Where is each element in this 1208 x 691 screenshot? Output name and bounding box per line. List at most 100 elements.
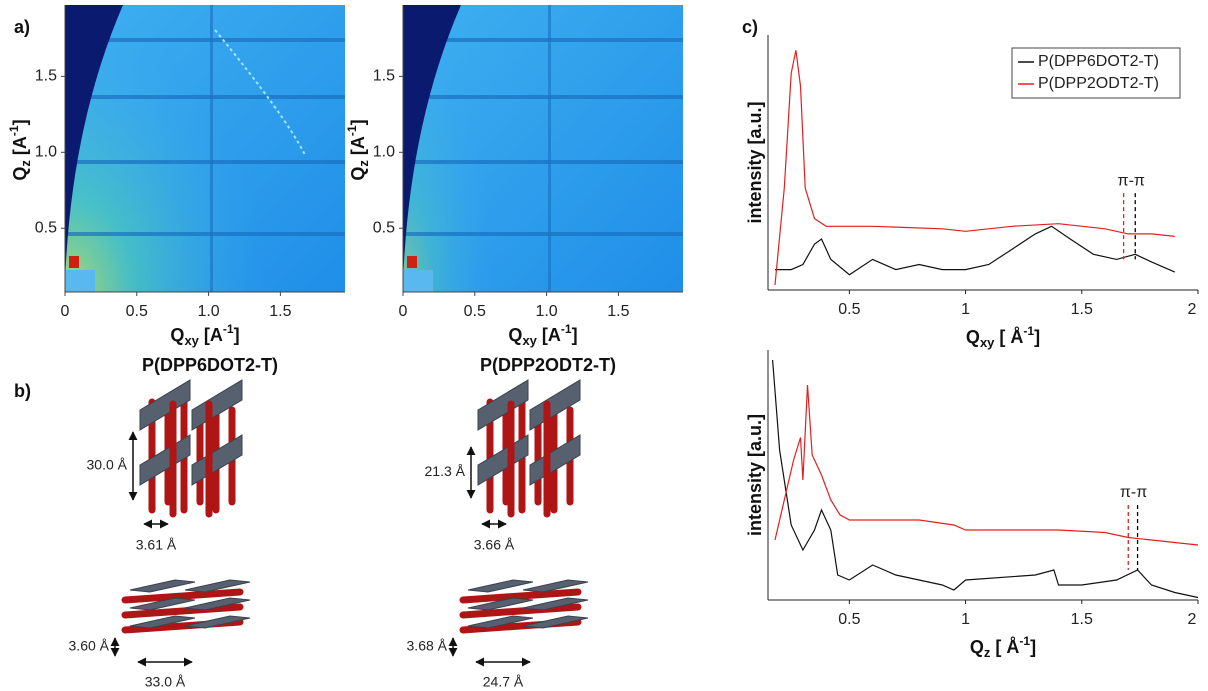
x-tick-label: 1.5	[1071, 611, 1093, 628]
detector-gap	[65, 95, 345, 99]
y-tick-label: 0.5	[35, 219, 57, 236]
x-tick-label: 1	[961, 301, 970, 318]
axis-label-part: z	[984, 645, 991, 660]
axis-label: Qz [ Å-1]	[970, 634, 1036, 660]
backbone-slab	[522, 615, 589, 629]
structure-title: P(DPP6DOT2-T)	[142, 355, 278, 375]
detector-gap	[548, 5, 551, 292]
side-chain	[459, 588, 582, 604]
detector-gap	[65, 232, 345, 236]
backbone-slab	[129, 615, 196, 629]
annotation: π-π	[1120, 484, 1147, 501]
axis-label-part: Q	[348, 167, 368, 181]
x-tick-label: 1.5	[1071, 301, 1093, 318]
axis-label: Qz [A-1]	[7, 119, 33, 180]
axis-label-part: z	[18, 160, 33, 167]
hot-spot	[407, 256, 417, 268]
lamellar-spacing: 21.3 Å	[425, 463, 466, 479]
axis-label-part: [ Å	[994, 327, 1023, 347]
backbone-slab	[467, 579, 534, 593]
detector-gap	[65, 38, 345, 42]
axis-label-part: Q	[970, 637, 984, 657]
y-tick-label: 1.0	[35, 144, 57, 161]
axis-label-part: [A	[10, 136, 30, 160]
x-tick-label: 1.5	[607, 303, 629, 320]
axis-label-part: [A	[537, 325, 561, 345]
detector-gap	[403, 160, 683, 164]
backbone-width: 24.7 Å	[483, 674, 524, 690]
lamellar-spacing: 30.0 Å	[87, 457, 128, 473]
backbone-slab	[129, 579, 196, 593]
axis-label-part: -1	[1019, 634, 1030, 648]
backbone-slab	[191, 434, 243, 486]
detector-gap	[403, 95, 683, 99]
axis-label-part: ]	[234, 325, 240, 345]
detector-gap	[403, 38, 683, 42]
backbone-slab	[522, 597, 589, 611]
backbone-slab	[529, 379, 581, 431]
x-tick-label: 0.5	[838, 611, 860, 628]
backbone-slab	[184, 597, 251, 611]
y-tick-label: 1.5	[373, 68, 395, 85]
axis-label: Qxy [A-1]	[170, 322, 239, 348]
x-tick-label: 0.5	[126, 303, 148, 320]
backbone-slab	[522, 579, 589, 593]
backbone-width: 33.0 Å	[145, 674, 186, 690]
hot-spot	[69, 256, 79, 268]
axis-label-part: Q	[508, 325, 522, 345]
x-tick-label: 1.0	[535, 303, 557, 320]
axis-label-part: xy	[980, 335, 995, 350]
panel-label: c)	[742, 17, 758, 37]
panel-label: b)	[14, 381, 31, 401]
panel-label: a)	[14, 17, 30, 37]
y-axis-label: intensity [a.u.]	[745, 414, 765, 536]
axis-label-part: xy	[184, 333, 199, 348]
stacking-spacing: 3.68 Å	[407, 638, 448, 654]
axis-label-part: [A	[348, 136, 368, 160]
side-chain	[121, 588, 244, 604]
y-tick-label: 1.5	[35, 68, 57, 85]
detector-gap	[65, 160, 345, 164]
x-tick-label: 0.5	[464, 303, 486, 320]
data-line	[772, 359, 1199, 599]
detector-gap	[210, 5, 213, 292]
beamstop	[65, 270, 95, 292]
beamstop	[403, 270, 433, 292]
axis-label-part: ]	[572, 325, 578, 345]
backbone-slab	[129, 597, 196, 611]
backbone-slab	[184, 615, 251, 629]
axis-label-part: -1	[345, 125, 359, 136]
axis-label-part: Q	[966, 327, 980, 347]
axis-label-part: [ Å	[990, 637, 1019, 657]
axis-label: Qxy [A-1]	[508, 322, 577, 348]
backbone-slab	[467, 597, 534, 611]
axis-label-part: -1	[561, 322, 572, 336]
backbone-slab	[529, 434, 581, 486]
axis-label-part: -1	[1023, 324, 1034, 338]
axis-label-part: [A	[199, 325, 223, 345]
legend-label: P(DPP2ODT2-T)	[1038, 75, 1159, 92]
y-tick-label: 0.5	[373, 219, 395, 236]
axis-label-part: ]	[1030, 637, 1036, 657]
stacking-spacing: 3.66 Å	[474, 537, 515, 553]
detector-gap	[403, 232, 683, 236]
axis-label: Qz [A-1]	[345, 119, 371, 180]
x-tick-label: 2	[1188, 301, 1197, 318]
x-tick-label: 1.0	[197, 303, 219, 320]
x-tick-label: 0	[399, 303, 408, 320]
axis-label-part: ]	[1034, 327, 1040, 347]
axis-label-part: ]	[10, 119, 30, 125]
legend-label: P(DPP6DOT2-T)	[1038, 53, 1159, 70]
ring	[214, 29, 306, 156]
axis-label: Qxy [ Å-1]	[966, 324, 1040, 350]
structure-title: P(DPP2ODT2-T)	[480, 355, 616, 375]
annotation: π-π	[1118, 172, 1145, 189]
x-tick-label: 0.5	[838, 301, 860, 318]
data-line	[774, 384, 1199, 546]
x-tick-label: 1	[961, 611, 970, 628]
shadow-region	[65, 5, 123, 282]
axis-label-part: -1	[223, 322, 234, 336]
y-axis-label: intensity [a.u.]	[745, 101, 765, 223]
side-chain	[121, 603, 244, 619]
